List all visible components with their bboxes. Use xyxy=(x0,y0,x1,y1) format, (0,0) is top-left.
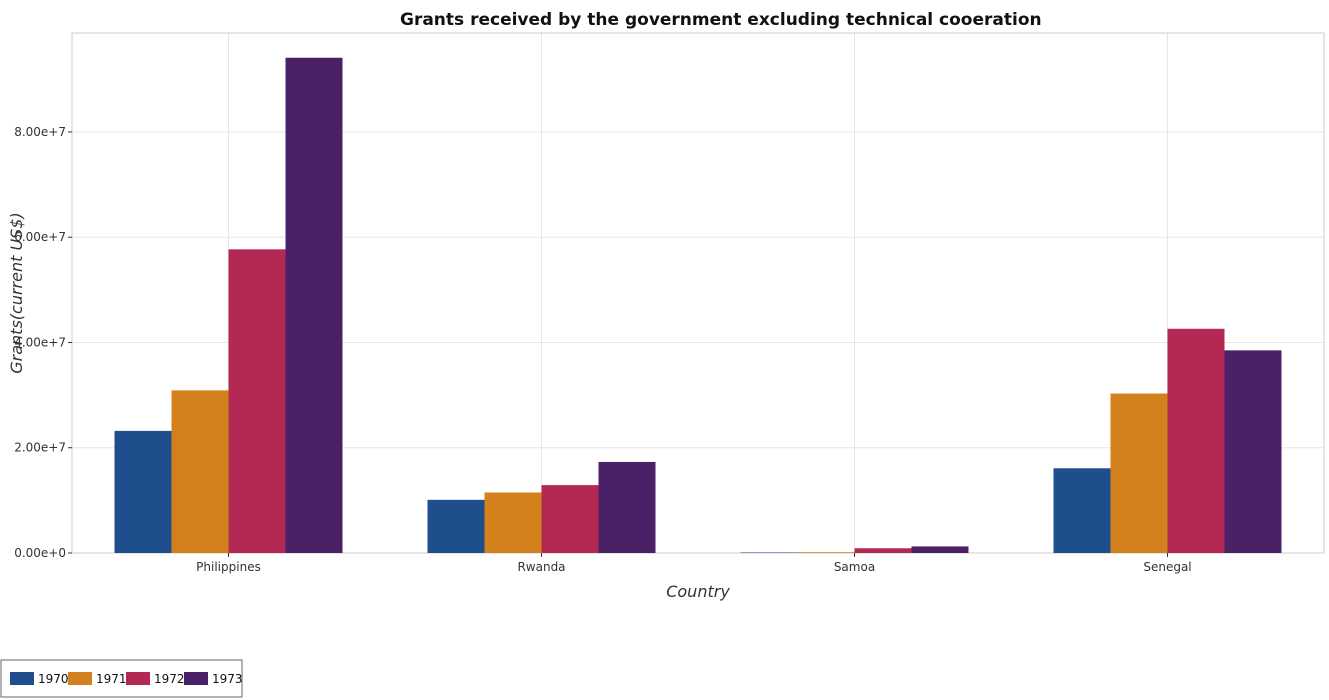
legend-swatch xyxy=(184,672,208,685)
legend-box xyxy=(0,659,243,698)
bar-1972-samoa xyxy=(854,548,912,553)
bar-1971-samoa xyxy=(797,552,855,553)
bar-1973-senegal xyxy=(1224,350,1282,553)
legend-swatch xyxy=(10,672,34,685)
bar-1973-philippines xyxy=(285,57,343,553)
x-tick-label: Samoa xyxy=(834,560,875,574)
bar-1973-rwanda xyxy=(598,461,656,553)
y-axis-ticks: 0.00e+0 2.00e+7 4.00e+7 6.00e+7 8.00e+7 xyxy=(14,125,72,560)
legend-label: 1972 xyxy=(154,672,185,686)
y-tick-label: 4.00e+7 xyxy=(14,335,66,349)
bar-1970-senegal xyxy=(1053,468,1111,553)
bars-group xyxy=(114,57,1282,553)
bar-1972-philippines xyxy=(228,249,286,553)
legend-label: 1970 xyxy=(38,672,69,686)
bar-1971-rwanda xyxy=(484,492,542,553)
legend-label: 1973 xyxy=(212,672,243,686)
bar-1971-philippines xyxy=(171,390,229,553)
x-tick-label: Philippines xyxy=(196,560,261,574)
y-axis-label: Grants(current US$) xyxy=(7,212,26,374)
bar-1970-rwanda xyxy=(427,499,485,553)
y-tick-label: 8.00e+7 xyxy=(14,125,66,139)
bar-1970-samoa xyxy=(740,552,798,553)
y-tick-label: 0.00e+0 xyxy=(14,546,66,560)
bar-1973-samoa xyxy=(911,546,969,553)
bar-1971-senegal xyxy=(1110,393,1168,553)
legend-label: 1971 xyxy=(96,672,127,686)
plot-area xyxy=(71,32,1325,554)
x-tick-label: Senegal xyxy=(1143,560,1191,574)
bar-1972-senegal xyxy=(1167,328,1225,553)
chart-title: Grants received by the government exclud… xyxy=(400,10,1042,30)
x-axis-ticks: Philippines Rwanda Samoa Senegal xyxy=(196,553,1192,574)
legend: 1970 1971 1972 1973 xyxy=(0,659,243,698)
y-tick-label: 6.00e+7 xyxy=(14,230,66,244)
bar-1970-philippines xyxy=(114,430,172,553)
y-tick-label: 2.00e+7 xyxy=(14,441,66,455)
bar-1972-rwanda xyxy=(541,485,599,553)
legend-swatch xyxy=(68,672,92,685)
legend-swatch xyxy=(126,672,150,685)
x-axis-label: Country xyxy=(666,582,730,601)
x-tick-label: Rwanda xyxy=(517,560,565,574)
